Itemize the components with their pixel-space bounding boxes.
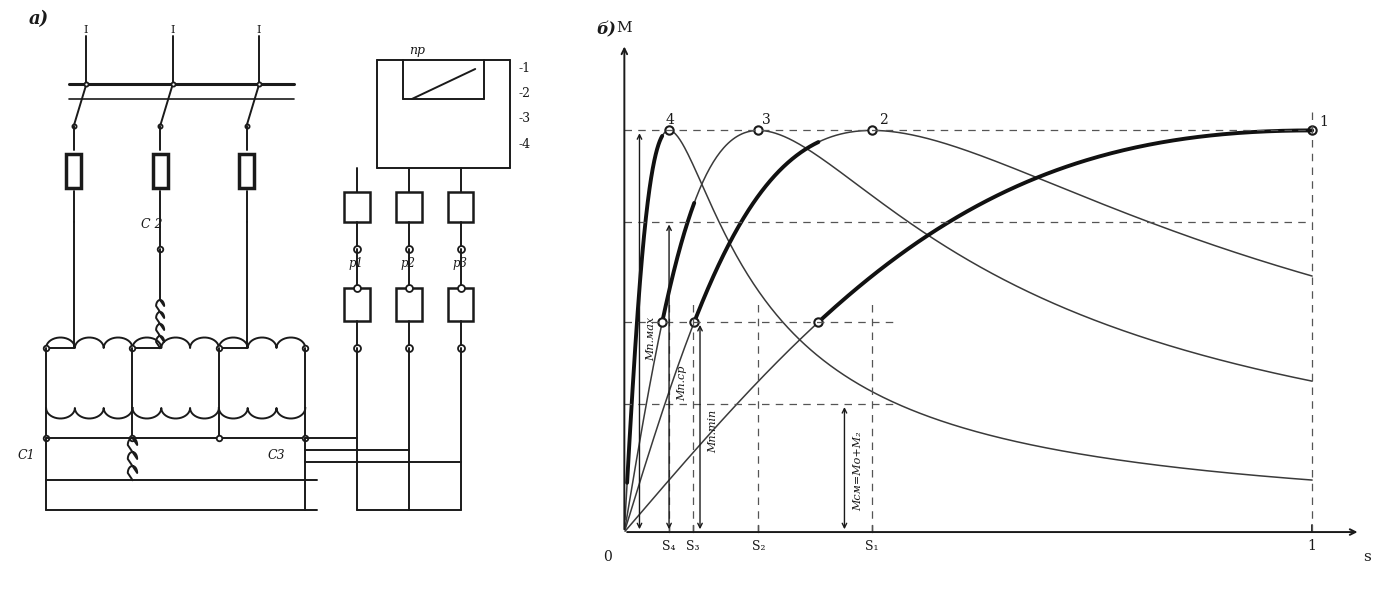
Text: Mп.сp: Mп.сp	[677, 365, 687, 401]
Text: 2: 2	[879, 113, 887, 127]
Text: 0: 0	[602, 550, 612, 565]
Text: Mсм=Mо+M₂: Mсм=Mо+M₂	[852, 431, 863, 511]
Text: -4: -4	[519, 137, 530, 151]
Text: Mп.мax: Mп.мax	[647, 317, 657, 361]
Text: р1: р1	[348, 257, 364, 270]
Bar	[153, 154, 168, 188]
Bar	[397, 288, 422, 321]
Text: 1: 1	[1319, 115, 1328, 129]
Text: 1: 1	[1307, 539, 1317, 553]
Text: пр: пр	[409, 44, 425, 57]
Bar	[344, 288, 369, 321]
Text: -2: -2	[519, 87, 530, 100]
Text: 3: 3	[762, 113, 770, 127]
Text: а): а)	[29, 10, 49, 28]
Bar	[67, 154, 82, 188]
Text: б): б)	[597, 22, 616, 38]
Bar	[448, 288, 473, 321]
Text: Mп.min: Mп.min	[708, 410, 718, 453]
Bar	[448, 192, 473, 222]
Text: S₂: S₂	[752, 541, 765, 553]
Text: р2: р2	[400, 257, 415, 270]
Text: I: I	[257, 25, 261, 35]
Text: С1: С1	[17, 449, 35, 462]
Text: S₃: S₃	[687, 541, 700, 553]
Text: р3: р3	[452, 257, 468, 270]
Text: -3: -3	[519, 112, 530, 125]
Bar	[397, 192, 422, 222]
Bar	[344, 192, 369, 222]
Text: -1: -1	[519, 62, 530, 75]
Text: M: M	[616, 20, 632, 35]
Text: I: I	[83, 25, 87, 35]
Text: 4: 4	[666, 113, 675, 127]
Text: S₁: S₁	[865, 541, 879, 553]
Text: С3: С3	[268, 449, 286, 462]
Text: I: I	[169, 25, 175, 35]
Bar	[239, 154, 254, 188]
Text: s: s	[1363, 550, 1371, 565]
Text: S₄: S₄	[662, 541, 676, 553]
Text: С 2: С 2	[142, 218, 162, 231]
